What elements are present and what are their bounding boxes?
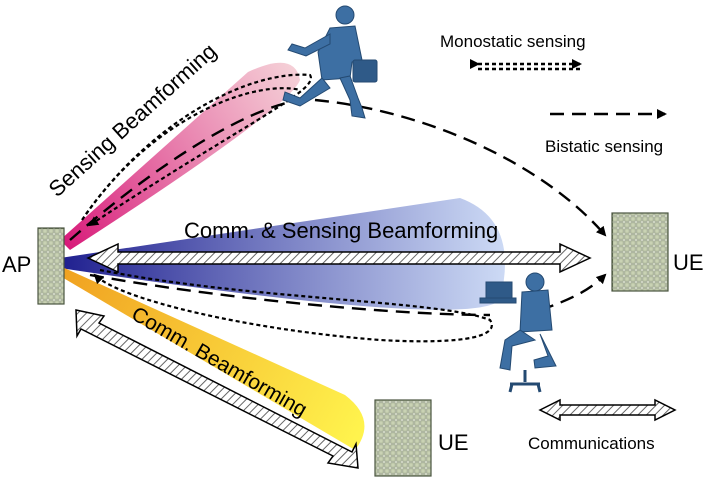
ue-right-label: UE [673,250,704,275]
legend-communications-arrow [538,398,677,422]
ue-bottom-antenna-array-icon [374,399,432,477]
legend-bistatic-label: Bistatic sensing [545,137,663,156]
legend-monostatic-label: Monostatic sensing [440,32,586,51]
comm-link-ap-ue-right [86,242,592,274]
seated-person-icon [479,272,557,393]
ap-antenna-array-icon [37,227,65,305]
comm-sensing-beam-label: Comm. & Sensing Beamforming [184,218,498,243]
comm-link-ap-ue-bottom [75,309,359,469]
monostatic-sensing-paths [81,73,493,343]
ue-right-antenna-array-icon [611,212,669,292]
legend-monostatic-arrow [470,59,582,71]
ue-bottom-label: UE [438,430,469,455]
ap-label: AP [2,252,31,277]
legend-communications-label: Communications [528,434,655,453]
comm-beam [60,266,365,450]
walking-person-icon [282,5,378,119]
legend: Monostatic sensing Bistatic sensing Comm… [440,32,677,453]
